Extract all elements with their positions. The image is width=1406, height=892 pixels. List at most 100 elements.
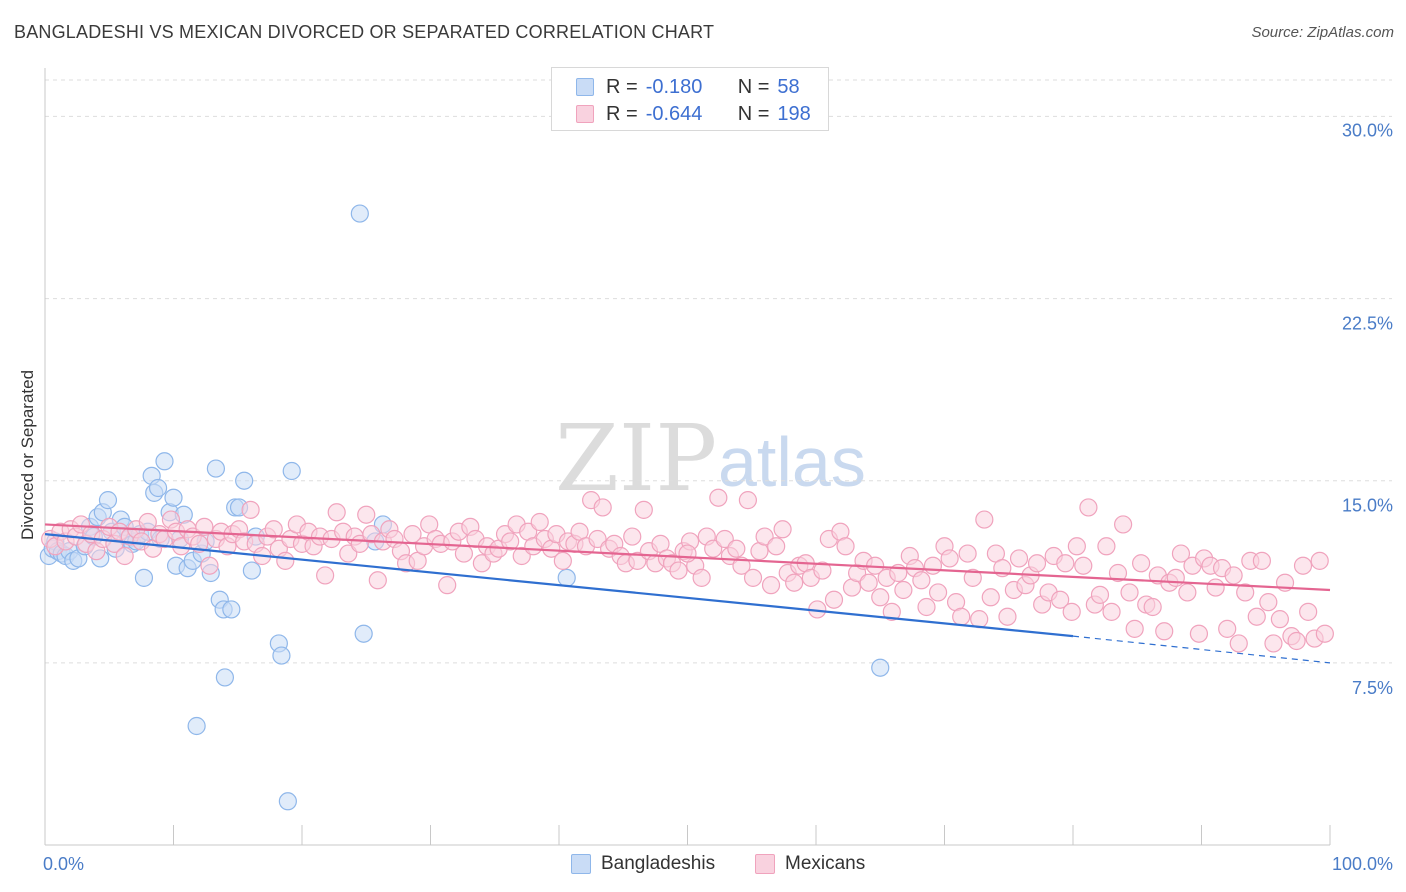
mexican-point [501,532,520,551]
watermark-zip: ZIP [555,405,717,512]
mexican-point [1108,563,1128,583]
mexican-point [704,539,723,558]
bangladeshi-point [155,452,174,471]
mexican-point [1132,554,1151,573]
mexican-point [1062,602,1081,621]
mexican-point [1097,537,1116,556]
mexican-point [1189,624,1209,643]
mexican-point [1074,556,1093,575]
legend-item-bangladeshis[interactable]: Bangladeshis [571,852,715,876]
mexican-point [1287,631,1306,651]
bangladeshi-point [206,459,226,478]
mexican-point [1293,556,1313,575]
mexican-point [928,583,948,602]
r-value: -0.180 [645,75,703,98]
axes [44,68,1331,846]
n-value: 198 [777,102,811,125]
bangladeshi-point [272,646,291,665]
mexican-point [1114,515,1133,534]
mexican-point [1229,634,1248,653]
mexican-point [195,517,214,536]
mexican-point [1120,583,1139,602]
mexican-point [732,556,751,575]
bangladeshi-point [282,461,301,481]
x-tick-label: 0.0% [43,854,84,874]
mexican-point [368,571,387,590]
bangladeshi-point [134,568,154,587]
n-label: N = [737,102,770,125]
mexican-point [1027,554,1047,573]
mexican-point [623,527,642,546]
x-tick-labels: 0.0% 100.0% [43,854,1393,874]
bangladeshi-point [354,624,373,643]
mexican-point [894,580,913,600]
bangladeshi-point [235,471,254,490]
y-axis-title: Divorced or Separated [18,370,37,540]
mexican-point [1067,537,1086,556]
source-label: Source: ZipAtlas.com [1251,24,1394,41]
mexican-legend-swatch [755,854,775,874]
mexican-point [1102,602,1121,621]
mexican-points [41,488,1334,653]
mexican-point [709,488,728,507]
mexican-point [882,602,901,621]
mexican-point [715,529,734,549]
mexican-point [241,500,260,519]
mexican-point [1171,544,1191,563]
mexican-point [1299,602,1318,621]
bangladeshi-point [278,792,297,811]
bangladeshi-point [187,716,206,736]
bangladeshi-points [39,204,890,811]
bangladeshi-point [215,668,234,687]
y-tick-label: 22.5% [1342,314,1393,334]
mexican-point [1252,551,1271,570]
legend-item-mexicans[interactable]: Mexicans [755,852,865,876]
trend-lines [44,523,1331,664]
mexican-point [738,491,757,510]
mexican-point [1166,568,1185,587]
bangladeshi-swatch [576,78,594,96]
mexican-point [859,573,878,592]
mexican-swatch [576,105,594,123]
mexican-legend-label: Mexicans [785,853,866,874]
correlation-legend: R = -0.180 N = 58 R = -0.644 N = 198 [551,67,829,131]
mexican-point [1125,619,1144,638]
mexican-point [669,561,688,580]
mexican-point [761,576,781,595]
watermark-atlas: atlas [718,423,866,501]
mexican-point [327,503,346,522]
mexican-point [1143,597,1162,617]
bangladeshi-point [557,568,576,587]
y-tick-labels: 7.5% 15.0% 22.5% 30.0% [1342,120,1393,697]
mexican-point [316,566,335,585]
r-value: -0.644 [645,102,703,125]
bangladeshi-point [242,561,261,580]
mexican-point [998,607,1017,626]
mexican-point [970,610,989,629]
mexican-point [593,498,612,517]
bangladeshi-point [871,658,890,677]
mexican-point [438,576,457,595]
mexican-point [743,568,763,587]
mexican-point [264,520,283,539]
bangladeshi-point [164,488,183,507]
mexican-point [1056,554,1075,573]
bangladeshi-point [148,478,168,498]
bangladeshi-point [350,204,369,223]
mexican-point [755,527,774,546]
mexican-point [1009,549,1029,568]
mexican-point [1051,590,1070,609]
mexican-point [530,512,549,532]
mexican-point [1178,583,1197,602]
mexican-point [963,568,982,587]
mexican-point [678,544,697,563]
mexican-point [472,554,491,573]
mexican-point [1315,624,1334,643]
mexican-trend-line [44,523,1331,592]
chart-title: BANGLADESHI VS MEXICAN DIVORCED OR SEPAR… [14,22,715,42]
mexican-point [339,544,358,563]
mexican-point [634,500,653,519]
mexican-point [276,551,295,570]
x-tick-label: 100.0% [1332,854,1393,874]
mexican-point [912,571,931,590]
